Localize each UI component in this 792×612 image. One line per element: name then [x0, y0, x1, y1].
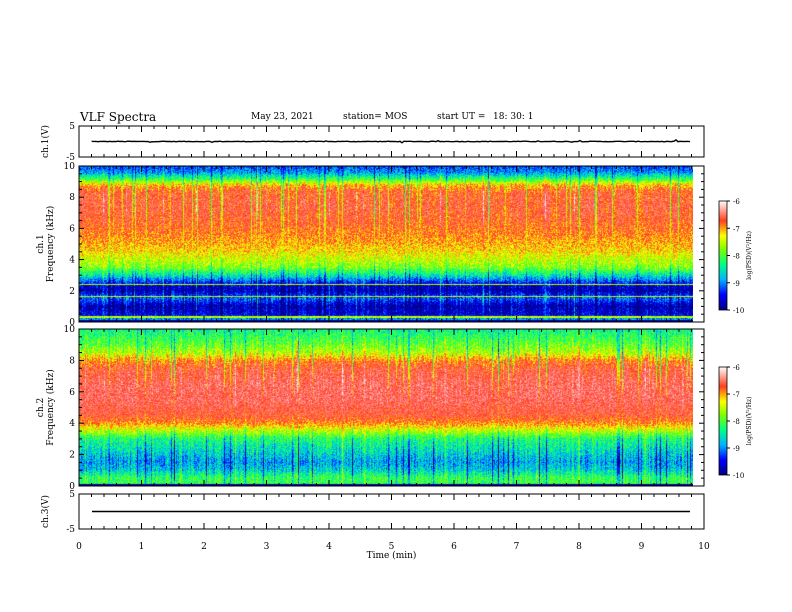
- ch1-wave-trace: [91, 139, 691, 144]
- ch1-spectrogram-ytick-label: 10: [64, 162, 76, 172]
- ch2-spectrogram-ytick-label: 6: [69, 388, 75, 398]
- x-tick-label: 7: [514, 542, 520, 552]
- ch1-spectrogram-colorbar: [718, 200, 728, 311]
- start-time-label: 18: 30: 1: [493, 112, 534, 122]
- ch2-spectrogram-colorbar-tick-label: -7: [733, 391, 740, 399]
- x-tick-label: 1: [139, 542, 145, 552]
- ch2-spectrogram-ytick-label: 4: [69, 419, 75, 429]
- ch2-spectrogram-colorbar-tick-label: -9: [733, 445, 740, 453]
- ch2-spectrogram-colorbar-tick-label: -8: [733, 418, 740, 426]
- ch2-spectrogram-image: [79, 329, 693, 486]
- ch1-spectrogram-image: [79, 166, 693, 322]
- ch2-spectrogram-ytick-label: 8: [69, 356, 75, 366]
- x-tick-label: 5: [389, 542, 395, 552]
- ch1-spectrogram-ylabel-line: Frequency (kHz): [45, 206, 56, 283]
- ch2-spectrogram-colorbar-tick-label: -6: [733, 364, 740, 372]
- ch3-wave-ylabel: ch.3(V): [40, 495, 51, 528]
- ch2-spectrogram-colorbar: [718, 366, 728, 476]
- ch2-spectrogram-ylabel-line: ch.2: [36, 398, 46, 417]
- ch1-wave-ytick-label: 5: [69, 122, 75, 132]
- ch1-spectrogram-colorbar-tick-label: -7: [733, 225, 740, 233]
- ch2-spectrogram-ylabel: ch.2Frequency (kHz): [36, 369, 56, 446]
- ch1-spectrogram-colorbar-tick-label: -10: [733, 307, 744, 315]
- ch3-wave-ylabel-line: ch.3(V): [40, 495, 51, 528]
- x-tick-label: 10: [698, 542, 710, 552]
- ch1-spectrogram-ytick-label: 8: [69, 193, 75, 203]
- ch1-wave-ytick-label: -5: [66, 153, 75, 163]
- ch1-spectrogram-colorbar-label: log(PSD)(V²/Hz): [746, 231, 753, 280]
- ch2-spectrogram-ytick-label: 2: [69, 451, 75, 461]
- ch3-wave-ytick-label: -5: [66, 525, 75, 535]
- ch1-spectrogram-canvas: [79, 166, 693, 322]
- station-label: station= MOS: [343, 112, 408, 122]
- ch1-spectrogram-ylabel-line: ch.1: [36, 234, 46, 253]
- x-axis-label: Time (min): [367, 550, 417, 561]
- x-tick-label: 9: [639, 542, 645, 552]
- ch3-wave-ytick-label: 5: [69, 490, 75, 500]
- x-tick-label: 6: [451, 542, 457, 552]
- x-tick-label: 8: [576, 542, 582, 552]
- chart-title: VLF Spectra: [80, 110, 157, 124]
- ch1-spectrogram-colorbar-tick-label: -9: [733, 280, 740, 288]
- ch2-spectrogram-ytick-label: 0: [69, 482, 75, 492]
- ch1-wave-ylabel: ch.1(V): [40, 125, 51, 158]
- x-tick-label: 4: [326, 542, 332, 552]
- ch2-spectrogram-colorbar-label: log(PSD)(V²/Hz): [746, 397, 753, 446]
- ch1-spectrogram-colorbar-tick-label: -6: [733, 198, 740, 206]
- ch1-spectrogram-ytick-label: 2: [69, 287, 75, 297]
- ch1-spectrogram-ytick-label: 4: [69, 256, 75, 266]
- x-tick-label: 3: [264, 542, 270, 552]
- ch1-spectrogram-ylabel: ch.1Frequency (kHz): [36, 206, 56, 283]
- ch2-spectrogram-colorbar-tick-label: -10: [733, 472, 744, 480]
- x-tick-label: 0: [76, 542, 82, 552]
- ch1-spectrogram-ytick-label: 6: [69, 224, 75, 234]
- ch1-spectrogram-ytick-label: 0: [69, 318, 75, 328]
- date-label: May 23, 2021: [251, 112, 314, 122]
- ch2-spectrogram-ylabel-line: Frequency (kHz): [45, 369, 56, 446]
- ch1-wave-ylabel-line: ch.1(V): [40, 125, 51, 158]
- ch1-spectrogram-colorbar-tick-label: -8: [733, 253, 740, 261]
- start-ut-label: start UT =: [437, 112, 486, 122]
- ch2-spectrogram-canvas: [79, 329, 693, 486]
- x-tick-label: 2: [201, 542, 207, 552]
- ch2-spectrogram-ytick-label: 10: [64, 325, 76, 335]
